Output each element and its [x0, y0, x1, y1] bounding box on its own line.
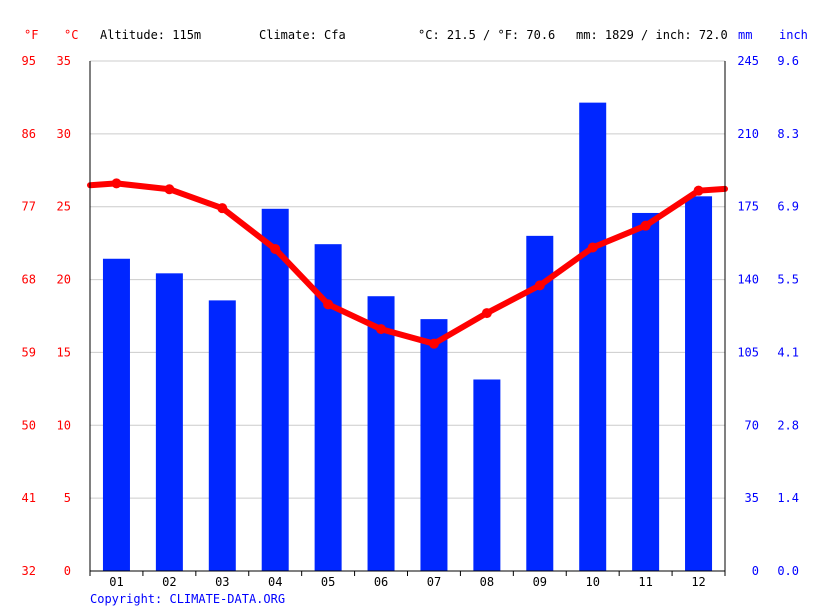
month-label: 12 — [691, 575, 705, 589]
celsius-tick-label: 30 — [57, 127, 71, 141]
inch-tick-label: 4.1 — [777, 345, 799, 359]
mm-tick-label: 105 — [737, 345, 759, 359]
climate-text: Climate: Cfa — [259, 28, 346, 42]
precipitation-bar — [261, 208, 289, 572]
temperature-point — [164, 184, 175, 195]
precipitation-bar — [208, 300, 236, 571]
fahrenheit-tick-label: 86 — [22, 127, 36, 141]
fahrenheit-unit-label: °F — [24, 28, 39, 42]
fahrenheit-tick-label: 41 — [22, 491, 36, 505]
grid-lines — [90, 60, 725, 499]
mm-tick-label: 70 — [745, 418, 759, 432]
temperature-point — [217, 203, 228, 214]
mm-unit-label: mm — [738, 28, 753, 42]
celsius-tick-label: 5 — [64, 491, 71, 505]
month-label: 11 — [638, 575, 652, 589]
precipitation-bar — [473, 379, 501, 571]
month-label: 05 — [321, 575, 335, 589]
avg-temp-text: °C: 21.5 / °F: 70.6 — [418, 28, 556, 42]
tick-labels: 32 0 0 0.0 41 5 35 1.4 50 10 70 2.8 59 15 105 4.1 68 20 14… — [22, 54, 799, 589]
precipitation-bar — [420, 319, 448, 571]
month-label: 10 — [585, 575, 599, 589]
precipitation-bar — [102, 258, 130, 571]
inch-tick-label: 0.0 — [777, 564, 799, 578]
axes — [89, 61, 726, 576]
inch-tick-label: 8.3 — [777, 127, 799, 141]
celsius-unit-label: °C — [64, 28, 79, 42]
temperature-point — [587, 242, 598, 253]
temperature-point — [534, 280, 545, 291]
month-label: 04 — [268, 575, 282, 589]
month-label: 08 — [480, 575, 494, 589]
inch-tick-label: 1.4 — [777, 491, 799, 505]
precipitation-bar — [579, 102, 607, 571]
inch-tick-label: 9.6 — [777, 54, 799, 68]
inch-tick-label: 6.9 — [777, 200, 799, 214]
precipitation-bar — [632, 212, 660, 572]
celsius-tick-label: 15 — [57, 345, 71, 359]
altitude-text: Altitude: 115m — [100, 28, 202, 42]
fahrenheit-tick-label: 50 — [22, 418, 36, 432]
temperature-point — [481, 308, 492, 319]
fahrenheit-tick-label: 59 — [22, 345, 36, 359]
inch-tick-label: 5.5 — [777, 273, 799, 287]
temperature-point — [270, 243, 281, 254]
celsius-tick-label: 10 — [57, 418, 71, 432]
fahrenheit-tick-label: 95 — [22, 54, 36, 68]
celsius-tick-label: 0 — [64, 564, 71, 578]
temperature-point — [428, 338, 439, 349]
month-label: 06 — [374, 575, 388, 589]
temperature-point — [693, 185, 704, 196]
inch-tick-label: 2.8 — [777, 418, 799, 432]
fahrenheit-tick-label: 68 — [22, 273, 36, 287]
celsius-tick-label: 35 — [57, 54, 71, 68]
celsius-tick-label: 25 — [57, 200, 71, 214]
temperature-point — [640, 220, 651, 231]
month-label: 03 — [215, 575, 229, 589]
precipitation-bars — [102, 102, 713, 572]
fahrenheit-tick-label: 32 — [22, 564, 36, 578]
temperature-point — [111, 178, 122, 189]
month-label: 07 — [427, 575, 441, 589]
precipitation-bar — [685, 196, 713, 571]
temperature-line-path — [87, 180, 728, 347]
month-label: 01 — [109, 575, 123, 589]
mm-tick-label: 175 — [737, 200, 759, 214]
precipitation-bar — [367, 296, 395, 571]
mm-tick-label: 210 — [737, 127, 759, 141]
mm-tick-label: 35 — [745, 491, 759, 505]
copyright-text: Copyright: CLIMATE-DATA.ORG — [90, 592, 286, 606]
inch-unit-label: inch — [779, 28, 808, 42]
fahrenheit-tick-label: 77 — [22, 200, 36, 214]
month-label: 02 — [162, 575, 176, 589]
temperature-point — [376, 324, 387, 335]
mm-tick-label: 0 — [752, 564, 759, 578]
precipitation-bar — [155, 273, 183, 571]
month-label: 09 — [533, 575, 547, 589]
mm-tick-label: 140 — [737, 273, 759, 287]
temperature-line — [87, 178, 728, 349]
precip-total-text: mm: 1829 / inch: 72.0 — [576, 28, 728, 42]
temperature-point — [323, 299, 334, 310]
celsius-tick-label: 20 — [57, 273, 71, 287]
mm-tick-label: 245 — [737, 54, 759, 68]
